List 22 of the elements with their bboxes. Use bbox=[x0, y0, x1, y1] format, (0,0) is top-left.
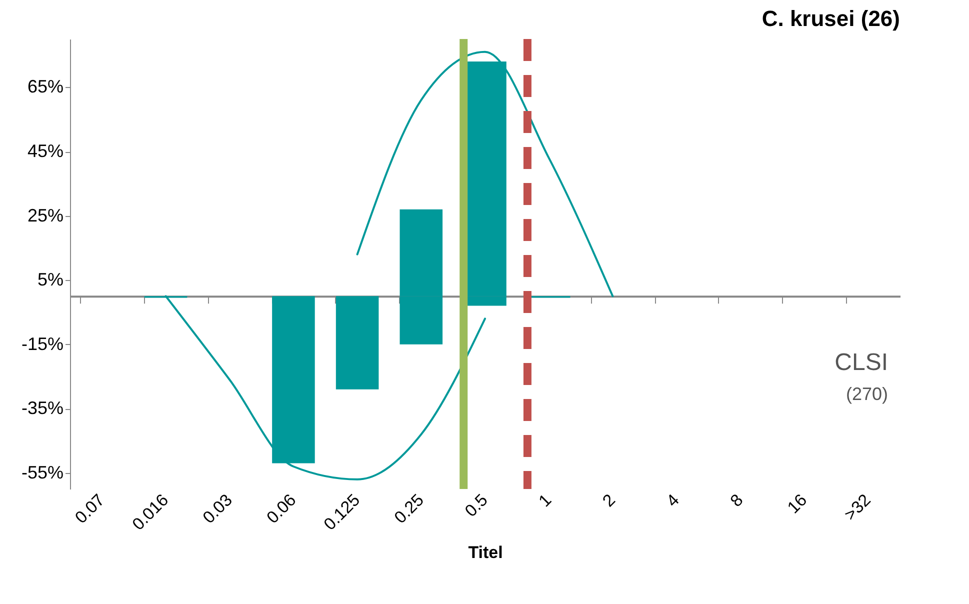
text: CLSI bbox=[834, 349, 888, 376]
line-series bbox=[356, 50, 614, 298]
y-tick-label: 25% bbox=[27, 205, 64, 226]
x-tick-label: 16 bbox=[784, 490, 811, 518]
y-tick-label: 65% bbox=[27, 76, 64, 97]
x-tick-label: 0.03 bbox=[199, 490, 236, 528]
y-tick-label: -35% bbox=[21, 398, 64, 418]
x-tick-label: 0.06 bbox=[262, 490, 300, 528]
x-tick-label: 8 bbox=[726, 490, 747, 511]
x-tick-label: 4 bbox=[662, 490, 683, 511]
x-tick-label: 0.5 bbox=[461, 490, 492, 521]
y-tick-label: -55% bbox=[21, 462, 64, 482]
x-tick-label: 2 bbox=[598, 490, 620, 511]
x-tick-label: 1 bbox=[535, 490, 556, 511]
y-tick-label: 45% bbox=[27, 141, 64, 161]
annotation: (270) bbox=[846, 384, 888, 404]
y-tick-label: 5% bbox=[37, 270, 64, 290]
x-axis-title: Titel bbox=[468, 543, 503, 562]
y-tick-label: -15% bbox=[21, 334, 64, 354]
bar bbox=[336, 296, 379, 390]
x-tick-label: >32 bbox=[840, 490, 874, 524]
chart-title: C. krusei (26) bbox=[762, 6, 900, 31]
